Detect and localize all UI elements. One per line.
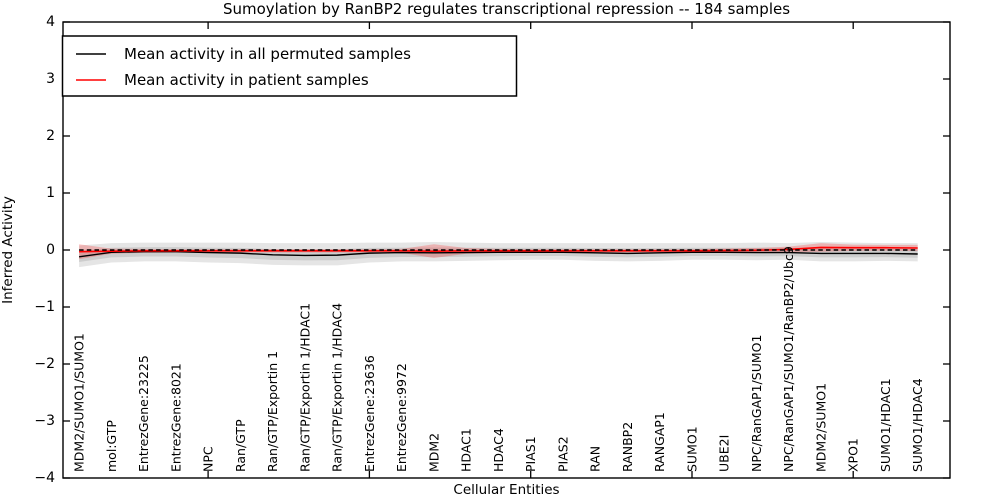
x-category-label: HDAC1 xyxy=(459,428,474,472)
x-category-label: MDM2/SUMO1 xyxy=(814,383,829,472)
x-category-label: EntrezGene:9972 xyxy=(394,363,409,472)
x-category-label: SUMO1/HDAC1 xyxy=(878,378,893,472)
x-axis-label: Cellular Entities xyxy=(453,482,559,498)
x-category-label: SUMO1/HDAC4 xyxy=(910,378,925,472)
x-category-label: UBE2I xyxy=(717,435,732,472)
x-category-label: MDM2 xyxy=(426,433,441,472)
chart-title: Sumoylation by RanBP2 regulates transcri… xyxy=(223,0,790,18)
x-category-label: EntrezGene:8021 xyxy=(168,363,183,472)
x-category-label: NPC xyxy=(201,446,216,472)
y-tick-label: 1 xyxy=(46,185,55,201)
y-tick-label: −1 xyxy=(34,299,55,315)
legend-entry-label: Mean activity in patient samples xyxy=(124,71,369,89)
permuted-std-band xyxy=(79,242,918,268)
legend-box xyxy=(61,35,518,97)
y-tick-label: 0 xyxy=(46,242,55,258)
y-tick-label: −3 xyxy=(34,413,55,429)
y-tick-label: 2 xyxy=(46,128,55,144)
y-tick-label: 4 xyxy=(46,14,55,30)
x-category-label: RAN xyxy=(588,446,603,472)
x-category-label: Ran/GTP/Exportin 1 xyxy=(265,351,280,472)
x-category-label: Ran/GTP xyxy=(233,419,248,472)
x-category-label: Ran/GTP/Exportin 1/HDAC4 xyxy=(330,303,345,472)
y-tick-label: −4 xyxy=(34,470,55,486)
x-category-label: NPC/RanGAP1/SUMO1 xyxy=(749,335,764,472)
y-tick-label: 3 xyxy=(46,71,55,87)
x-category-label: PIAS1 xyxy=(523,436,538,472)
x-category-label: SUMO1 xyxy=(685,426,700,472)
x-category-label: EntrezGene:23225 xyxy=(136,355,151,472)
x-category-label: RANBP2 xyxy=(620,422,635,472)
x-category-label: MDM2/SUMO1/SUMO1 xyxy=(72,333,87,472)
x-category-label: EntrezGene:23636 xyxy=(362,355,377,472)
x-category-label: PIAS2 xyxy=(555,436,570,472)
permuted-mean-line xyxy=(79,251,918,258)
x-category-label: Ran/GTP/Exportin 1/HDAC1 xyxy=(297,303,312,472)
y-tick-label: −2 xyxy=(34,356,55,372)
y-axis-label: Inferred Activity xyxy=(0,196,16,304)
x-category-label: mol:GTP xyxy=(104,420,119,472)
x-category-label: NPC/RanGAP1/SUMO1/RanBP2/Ubc9 xyxy=(781,246,796,472)
patient-mean-line xyxy=(79,246,918,253)
x-category-label: XPO1 xyxy=(846,438,861,472)
legend-entry-label: Mean activity in all permuted samples xyxy=(124,45,411,63)
x-category-label: RANGAP1 xyxy=(652,412,667,472)
x-category-label: HDAC4 xyxy=(491,428,506,472)
